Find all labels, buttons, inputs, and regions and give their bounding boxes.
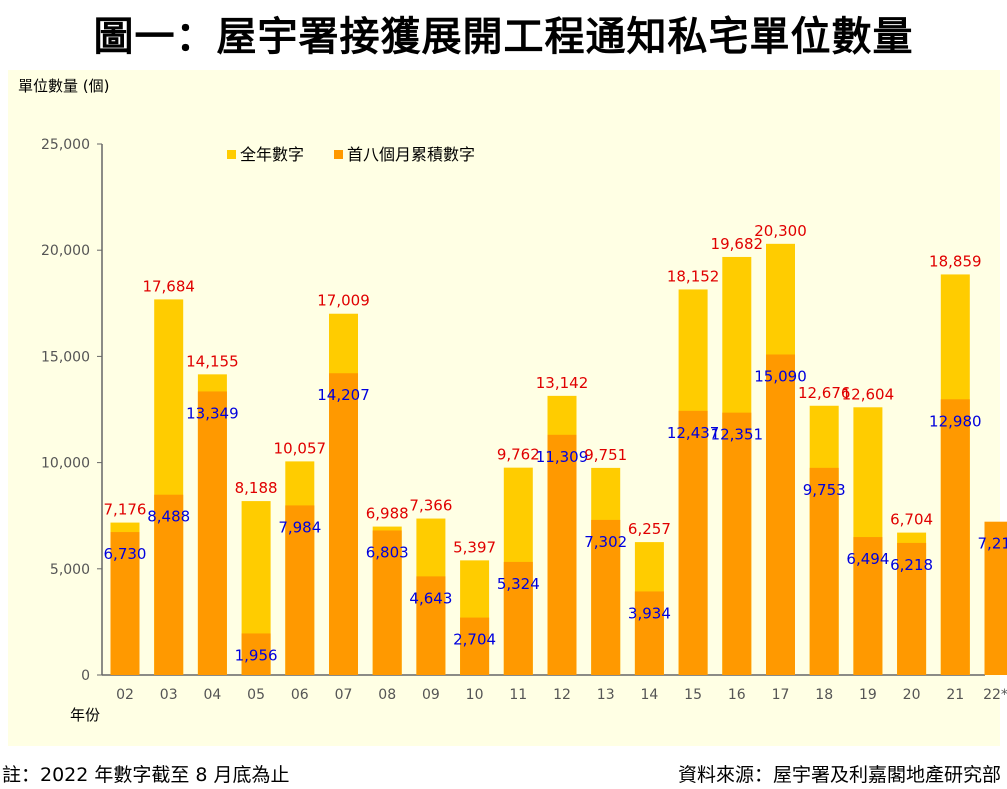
- x-tick-label: 16: [728, 687, 746, 703]
- data-label-full-year: 18,859: [929, 252, 982, 270]
- data-label-first-eight-months: 14,207: [317, 386, 370, 404]
- data-label-first-eight-months: 11,309: [536, 448, 589, 466]
- data-label-full-year: 6,704: [890, 511, 933, 529]
- y-tick-label: 10,000: [41, 456, 90, 472]
- data-label-first-eight-months: 5,324: [497, 575, 540, 593]
- bar-first-eight-months: [154, 494, 184, 675]
- x-tick-label: 07: [335, 687, 353, 703]
- data-label-first-eight-months: 13,349: [186, 404, 239, 422]
- y-tick-label: 15,000: [41, 349, 90, 365]
- data-label-first-eight-months: 12,437: [667, 424, 720, 442]
- data-label-full-year: 6,257: [628, 520, 671, 538]
- data-label-full-year: 14,155: [186, 352, 239, 370]
- x-tick-label: 12: [553, 687, 571, 703]
- page-title: 圖一：屋宇署接獲展開工程通知私宅單位數量: [93, 14, 914, 60]
- bar-first-eight-months: [984, 521, 1007, 675]
- data-label-first-eight-months: 12,351: [711, 426, 764, 444]
- bar-first-eight-months: [897, 542, 927, 675]
- bar-first-eight-months: [285, 505, 315, 675]
- y-tick-label: 0: [81, 668, 90, 684]
- x-tick-label: 21: [946, 687, 964, 703]
- bar-first-eight-months: [416, 576, 446, 675]
- bar-first-eight-months: [678, 410, 708, 675]
- bar-first-eight-months: [766, 354, 795, 675]
- data-label-first-eight-months: 7,302: [584, 533, 627, 551]
- bar-first-eight-months: [329, 373, 358, 675]
- data-label-first-eight-months: 12,980: [929, 412, 982, 430]
- data-label-full-year: 17,009: [317, 292, 370, 310]
- data-label-first-eight-months: 3,934: [628, 604, 671, 622]
- data-label-full-year: 18,152: [667, 267, 720, 285]
- data-label-full-year: 20,300: [754, 222, 807, 240]
- data-label-full-year: 10,057: [274, 439, 327, 457]
- data-label-full-year: 5,397: [453, 538, 496, 556]
- data-label-full-year: 9,751: [584, 446, 627, 464]
- bar-first-eight-months: [940, 399, 970, 675]
- y-tick-label: 20,000: [41, 243, 90, 259]
- data-label-first-eight-months: 1,956: [235, 646, 278, 664]
- x-tick-label: 04: [203, 687, 221, 703]
- bar-first-eight-months: [372, 530, 402, 675]
- bar-first-eight-months: [547, 434, 577, 675]
- bar-first-eight-months: [110, 532, 140, 675]
- y-tick-label: 25,000: [41, 137, 90, 153]
- x-tick-label: 10: [466, 687, 484, 703]
- x-tick-label: 20: [903, 687, 921, 703]
- data-label-first-eight-months: 8,488: [147, 508, 190, 526]
- legend-swatch-first-eight-months: [334, 150, 343, 159]
- x-tick-label: 19: [859, 687, 877, 703]
- x-tick-label: 11: [509, 687, 527, 703]
- bar-first-eight-months: [591, 519, 621, 675]
- x-tick-label: 22**: [983, 687, 1007, 703]
- x-tick-label: 02: [116, 687, 134, 703]
- y-tick-label: 5,000: [50, 562, 90, 578]
- data-label-first-eight-months: 6,494: [846, 550, 889, 568]
- x-tick-label: 15: [684, 687, 702, 703]
- bar-first-eight-months: [634, 591, 664, 675]
- x-tick-label: 05: [247, 687, 265, 703]
- data-label-full-year: 12,676: [798, 384, 851, 402]
- data-label-first-eight-months: 15,090: [754, 367, 807, 385]
- data-label-first-eight-months: 2,704: [453, 631, 496, 649]
- bar-first-eight-months: [460, 617, 490, 675]
- data-label-first-eight-months: 7,218: [978, 535, 1007, 553]
- bar-first-eight-months: [241, 633, 271, 675]
- x-tick-label: 03: [160, 687, 178, 703]
- x-tick-label: 08: [378, 687, 396, 703]
- data-label-full-year: 7,176: [104, 501, 147, 519]
- footnote: 註：2022 年數字截至 8 月底為止: [2, 764, 290, 786]
- x-tick-label: 18: [815, 687, 833, 703]
- x-axis-title: 年份: [70, 706, 100, 724]
- data-label-first-eight-months: 6,730: [104, 545, 147, 563]
- data-label-full-year: 19,682: [711, 235, 764, 253]
- data-label-full-year: 9,762: [497, 446, 540, 464]
- data-label-full-year: 17,684: [142, 277, 195, 295]
- data-label-first-eight-months: 4,643: [409, 589, 452, 607]
- y-axis-title: 單位數量 (個): [18, 77, 109, 95]
- data-label-first-eight-months: 6,218: [890, 556, 933, 574]
- data-label-full-year: 7,366: [409, 497, 452, 515]
- x-tick-label: 13: [597, 687, 615, 703]
- data-label-first-eight-months: 6,803: [366, 544, 409, 562]
- x-tick-label: 09: [422, 687, 440, 703]
- data-label-full-year: 13,142: [536, 374, 589, 392]
- legend-label-full-year: 全年數字: [240, 145, 304, 164]
- bar-first-eight-months: [809, 467, 839, 675]
- data-label-first-eight-months: 7,984: [278, 518, 321, 536]
- bar-first-eight-months: [853, 537, 883, 675]
- x-tick-label: 14: [640, 687, 658, 703]
- data-label-first-eight-months: 9,753: [803, 481, 846, 499]
- data-label-full-year: 6,988: [366, 505, 409, 523]
- bar-first-eight-months: [722, 412, 752, 675]
- x-tick-label: 06: [291, 687, 309, 703]
- bar-first-eight-months: [503, 561, 533, 675]
- x-tick-label: 17: [772, 687, 790, 703]
- bar-first-eight-months: [197, 391, 227, 675]
- legend-label-first-eight-months: 首八個月累積數字: [347, 145, 475, 164]
- data-label-full-year: 8,188: [235, 479, 278, 497]
- data-label-full-year: 12,604: [842, 385, 895, 403]
- legend-swatch-full-year: [227, 150, 236, 159]
- source-note: 資料來源：屋宇署及利嘉閣地產研究部: [677, 764, 1001, 786]
